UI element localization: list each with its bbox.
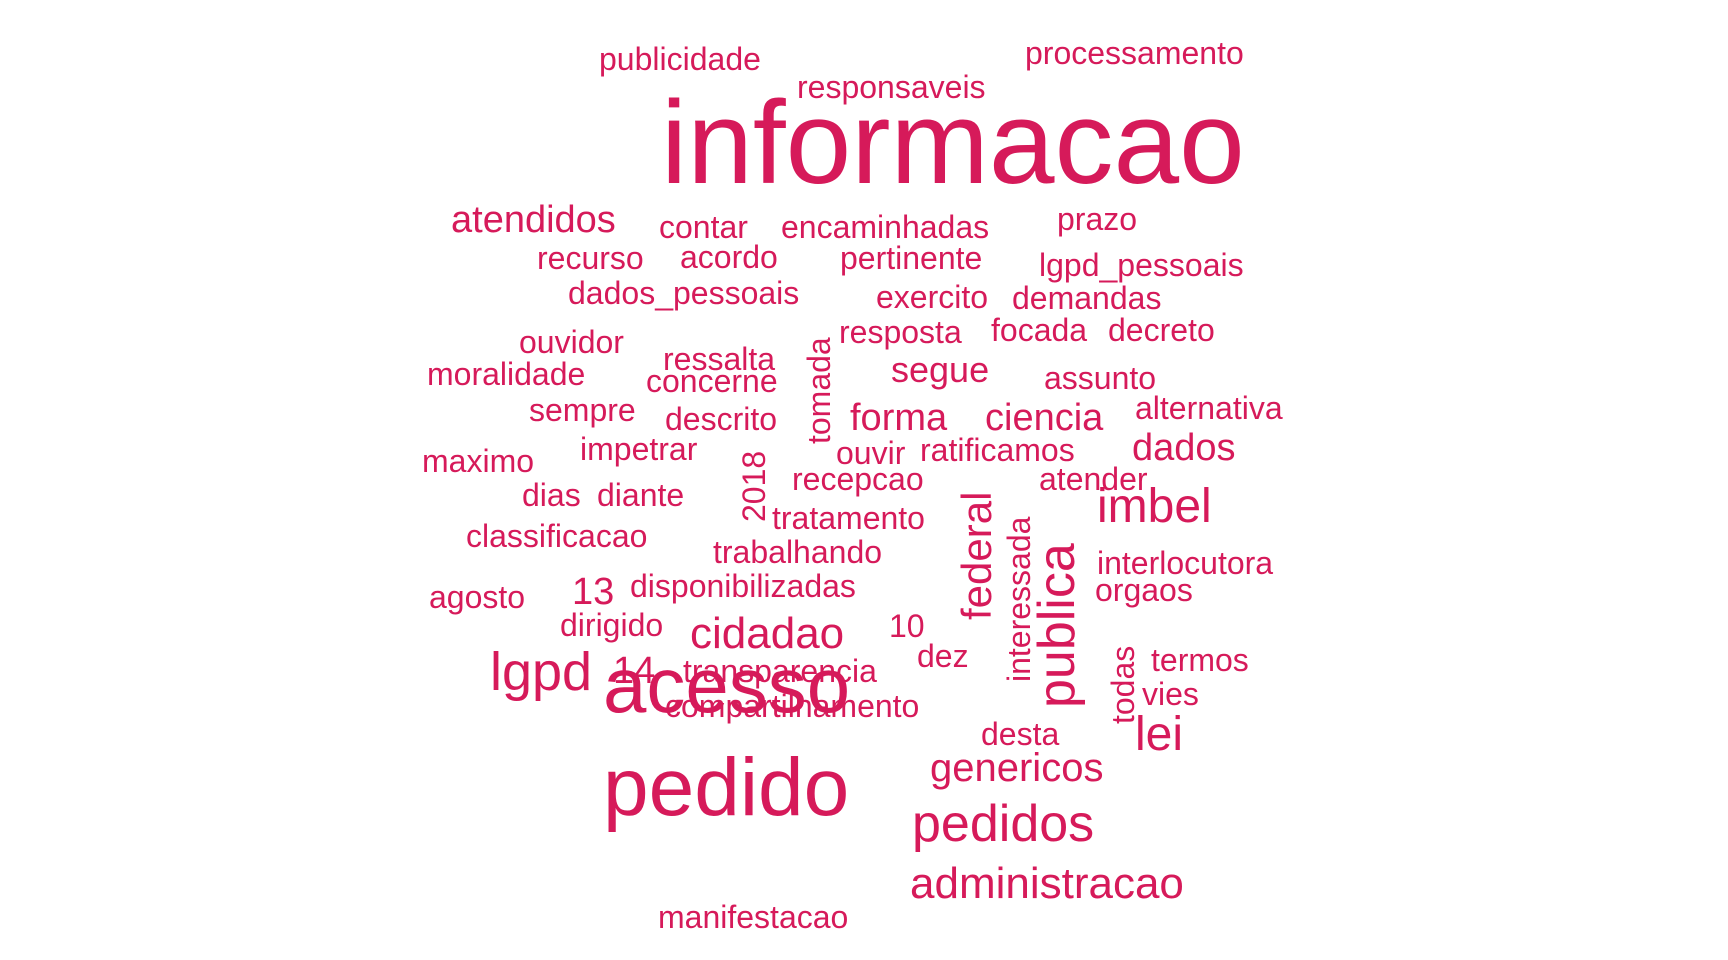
- cloud-word: trabalhando: [713, 534, 882, 570]
- cloud-word: pedido: [603, 742, 849, 833]
- cloud-word: publicidade: [599, 41, 761, 77]
- cloud-word: informacao: [661, 77, 1245, 209]
- cloud-word: recepcao: [792, 461, 924, 497]
- cloud-word: dirigido: [560, 607, 663, 643]
- cloud-word: genericos: [930, 746, 1103, 790]
- cloud-word: ouvidor: [519, 324, 624, 360]
- cloud-word: termos: [1151, 642, 1249, 678]
- cloud-word: lei: [1135, 708, 1183, 761]
- cloud-word: maximo: [422, 443, 534, 479]
- cloud-word: decreto: [1108, 312, 1215, 348]
- cloud-word: lgpd_pessoais: [1039, 247, 1244, 283]
- cloud-word: forma: [850, 397, 948, 439]
- cloud-word: segue: [891, 349, 989, 390]
- cloud-word: administracao: [910, 859, 1184, 908]
- cloud-word: manifestacao: [658, 899, 848, 935]
- cloud-word: focada: [991, 312, 1087, 348]
- cloud-word: impetrar: [580, 431, 698, 467]
- cloud-word: assunto: [1044, 360, 1156, 396]
- cloud-word: 2018: [736, 451, 772, 522]
- cloud-word: responsaveis: [797, 69, 986, 105]
- cloud-word: disponibilizadas: [630, 568, 856, 604]
- cloud-word: dados: [1132, 427, 1236, 469]
- cloud-word: atendidos: [451, 199, 616, 241]
- cloud-word: acesso: [603, 641, 850, 729]
- cloud-word: sempre: [529, 392, 636, 428]
- cloud-word: contar: [659, 209, 748, 245]
- word-layer: informacao acesso pedido pedidos administrac…: [422, 35, 1283, 935]
- cloud-word: desta: [981, 716, 1059, 752]
- cloud-word: ciencia: [985, 397, 1104, 439]
- cloud-word: alternativa: [1135, 390, 1283, 426]
- cloud-word: 14: [613, 650, 655, 692]
- cloud-word: descrito: [665, 401, 777, 437]
- cloud-word: publica: [1028, 543, 1086, 708]
- cloud-word: interlocutora: [1097, 545, 1273, 581]
- cloud-word: classificacao: [466, 518, 647, 554]
- cloud-word: interessada: [1001, 516, 1037, 682]
- cloud-word: diante: [597, 477, 684, 513]
- cloud-word: federal: [953, 492, 1000, 620]
- cloud-word: moralidade: [427, 356, 585, 392]
- cloud-word: ressalta: [663, 341, 775, 377]
- cloud-word: demandas: [1012, 280, 1161, 316]
- cloud-word: lgpd: [490, 642, 592, 702]
- cloud-word: pedidos: [912, 795, 1094, 853]
- cloud-word: 13: [572, 571, 614, 613]
- cloud-word: vies: [1142, 676, 1199, 712]
- cloud-word: compartilhamento: [665, 688, 919, 724]
- cloud-word: pertinente: [840, 240, 982, 276]
- cloud-word: concerne: [646, 363, 778, 399]
- cloud-word: exercito: [876, 279, 988, 315]
- cloud-word: dez: [917, 638, 969, 674]
- cloud-word: tomada: [801, 337, 837, 444]
- cloud-word: orgaos: [1095, 572, 1193, 608]
- cloud-word: processamento: [1025, 35, 1244, 71]
- cloud-word: encaminhadas: [781, 209, 989, 245]
- cloud-word: agosto: [429, 579, 525, 615]
- cloud-word: cidadao: [690, 609, 844, 658]
- cloud-word: dias: [522, 477, 581, 513]
- cloud-word: tratamento: [772, 500, 925, 536]
- cloud-word: resposta: [839, 314, 962, 350]
- cloud-word: transparencia: [683, 653, 877, 689]
- cloud-word: recurso: [537, 240, 644, 276]
- cloud-word: ratificamos: [920, 432, 1075, 468]
- cloud-word: atender: [1039, 461, 1148, 497]
- cloud-word: ouvir: [836, 435, 906, 471]
- cloud-word: acordo: [680, 239, 778, 275]
- cloud-word: todas: [1105, 646, 1141, 724]
- cloud-word: prazo: [1057, 201, 1137, 237]
- cloud-word: imbel: [1097, 480, 1212, 533]
- cloud-word: dados_pessoais: [568, 275, 799, 311]
- cloud-word: 10: [889, 608, 925, 644]
